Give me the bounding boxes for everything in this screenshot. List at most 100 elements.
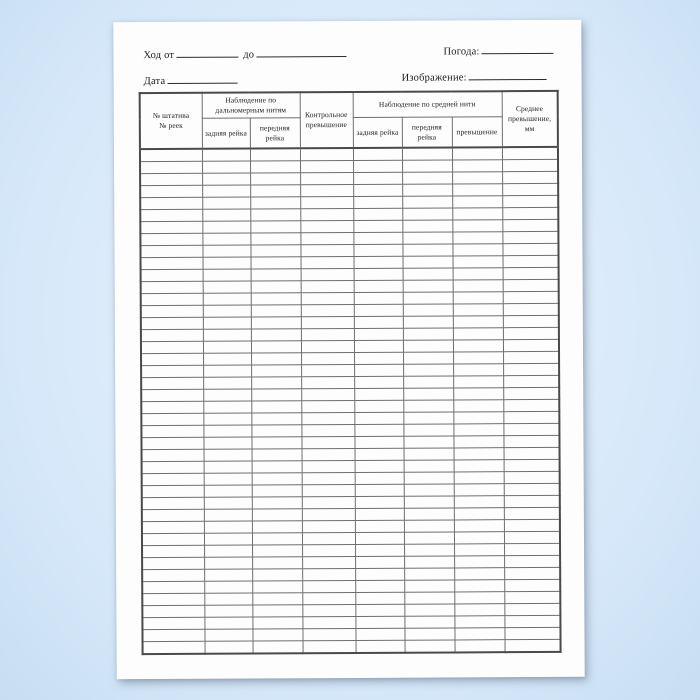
empty-cell bbox=[202, 305, 251, 318]
empty-cell bbox=[142, 557, 205, 570]
empty-cell bbox=[453, 495, 504, 508]
empty-cell bbox=[402, 231, 453, 245]
empty-cell bbox=[302, 556, 356, 569]
empty-cell bbox=[454, 555, 505, 568]
empty-cell bbox=[301, 484, 355, 497]
empty-cell bbox=[203, 497, 252, 510]
empty-cell bbox=[203, 521, 252, 534]
empty-cell bbox=[452, 219, 503, 232]
empty-cell bbox=[141, 425, 204, 438]
empty-cell bbox=[202, 233, 251, 246]
header-front-rod-distance: передняя рейка bbox=[249, 117, 300, 149]
empty-cell bbox=[454, 579, 505, 592]
empty-cell bbox=[140, 281, 203, 294]
empty-cell bbox=[404, 603, 455, 617]
empty-cell bbox=[353, 184, 403, 197]
empty-cell bbox=[202, 209, 251, 222]
empty-cell bbox=[140, 305, 203, 318]
stand-header-line1: № штатива bbox=[152, 111, 190, 121]
empty-cell bbox=[353, 244, 403, 257]
empty-cell bbox=[355, 580, 405, 593]
empty-cell bbox=[453, 387, 504, 400]
empty-cell bbox=[204, 641, 253, 654]
empty-cell bbox=[354, 484, 404, 497]
empty-cell bbox=[403, 351, 454, 365]
empty-cell bbox=[502, 195, 559, 208]
empty-cell bbox=[300, 256, 354, 269]
empty-cell bbox=[452, 195, 503, 208]
empty-cell bbox=[139, 148, 203, 162]
empty-cell bbox=[203, 377, 252, 390]
empty-cell bbox=[354, 472, 404, 485]
empty-cell bbox=[403, 495, 454, 509]
date-field: Дата bbox=[144, 71, 238, 87]
empty-cell bbox=[502, 303, 559, 316]
empty-cell bbox=[502, 327, 559, 340]
empty-cell bbox=[402, 243, 453, 257]
empty-cell bbox=[202, 281, 251, 294]
empty-cell bbox=[301, 520, 355, 533]
header-back-rod-middle: задняя рейка bbox=[352, 117, 402, 148]
empty-cell bbox=[355, 640, 405, 653]
empty-cell bbox=[250, 208, 301, 222]
empty-cell bbox=[142, 545, 205, 558]
empty-cell bbox=[204, 581, 253, 594]
empty-cell bbox=[502, 159, 559, 172]
empty-cell bbox=[142, 629, 205, 642]
empty-cell bbox=[404, 543, 455, 557]
table-row bbox=[142, 639, 561, 655]
empty-cell bbox=[503, 423, 560, 436]
empty-cell bbox=[201, 148, 251, 162]
empty-cell bbox=[203, 365, 252, 378]
empty-cell bbox=[453, 399, 504, 412]
empty-cell bbox=[141, 377, 204, 390]
empty-cell bbox=[355, 592, 405, 605]
empty-cell bbox=[252, 580, 303, 594]
weather-field: Погода: bbox=[443, 41, 554, 58]
empty-cell bbox=[504, 567, 561, 580]
empty-cell bbox=[250, 220, 301, 234]
empty-cell bbox=[502, 291, 559, 304]
empty-cell bbox=[402, 207, 453, 221]
empty-cell bbox=[453, 351, 504, 364]
header-stand-number: № штатива № реек bbox=[139, 92, 202, 150]
empty-cell bbox=[502, 255, 559, 268]
empty-cell bbox=[503, 375, 560, 388]
empty-cell bbox=[454, 603, 505, 616]
empty-cell bbox=[503, 531, 561, 544]
empty-cell bbox=[354, 388, 404, 401]
empty-cell bbox=[453, 423, 504, 436]
empty-cell bbox=[353, 160, 403, 173]
empty-cell bbox=[301, 376, 355, 389]
empty-cell bbox=[142, 605, 205, 618]
empty-cell bbox=[453, 531, 505, 544]
empty-cell bbox=[250, 304, 301, 318]
empty-cell bbox=[141, 497, 204, 510]
route-to-blank-line bbox=[256, 45, 347, 58]
image-label: Изображение: bbox=[401, 72, 467, 84]
empty-cell bbox=[140, 245, 203, 258]
empty-cell bbox=[355, 628, 405, 641]
empty-cell bbox=[251, 448, 302, 462]
empty-cell bbox=[302, 604, 356, 617]
empty-cell bbox=[301, 448, 355, 461]
empty-cell bbox=[452, 243, 503, 256]
empty-cell bbox=[202, 269, 251, 282]
empty-cell bbox=[503, 447, 560, 460]
empty-cell bbox=[141, 413, 204, 426]
empty-cell bbox=[300, 220, 354, 233]
empty-cell bbox=[252, 628, 303, 642]
weather-blank-line bbox=[481, 41, 554, 55]
empty-cell bbox=[502, 219, 559, 232]
empty-cell bbox=[142, 617, 205, 630]
header-mean-elevation: Среднее превышение, мм bbox=[501, 90, 558, 148]
empty-cell bbox=[204, 545, 253, 558]
empty-cell bbox=[300, 208, 354, 221]
empty-cell bbox=[353, 304, 403, 317]
empty-cell bbox=[454, 615, 505, 628]
empty-cell bbox=[402, 183, 453, 197]
empty-cell bbox=[354, 436, 404, 449]
empty-cell bbox=[354, 460, 404, 473]
empty-cell bbox=[403, 423, 454, 437]
empty-cell bbox=[355, 556, 405, 569]
